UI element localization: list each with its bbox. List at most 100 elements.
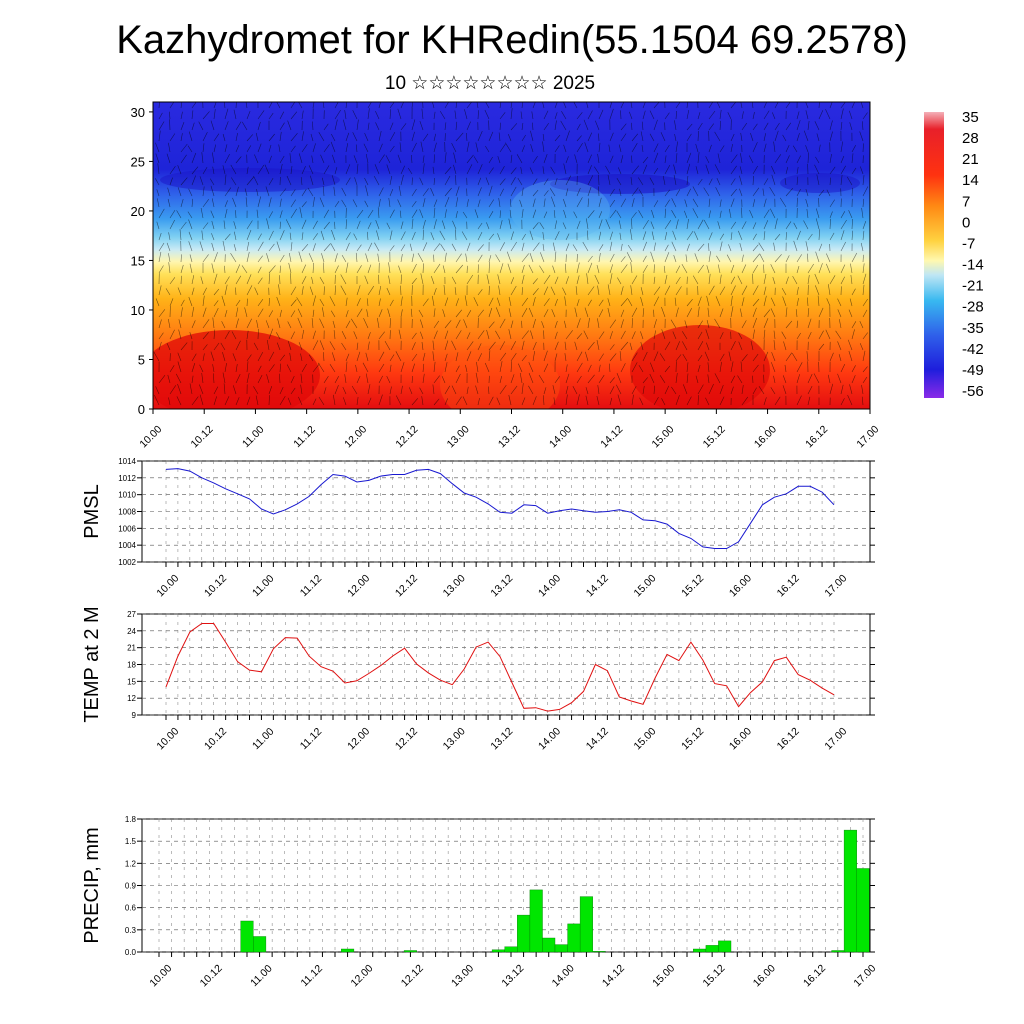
- wind-barb: [791, 352, 798, 362]
- wind-barb: [211, 220, 215, 230]
- wind-barb: [840, 264, 846, 274]
- wind-barb: [730, 264, 735, 274]
- wind-barb: [847, 394, 853, 406]
- wind-barb: [235, 397, 240, 406]
- wind-barb: [728, 244, 732, 252]
- wind-barb: [510, 353, 517, 362]
- wind-barb: [574, 154, 578, 164]
- wind-barb: [763, 295, 767, 307]
- wind-barb: [532, 351, 535, 362]
- wind-barb: [168, 397, 171, 406]
- wind-barb: [565, 276, 569, 285]
- wind-barb: [510, 108, 513, 120]
- wind-barb: [455, 396, 462, 406]
- wind-barb: [516, 154, 523, 164]
- wind-barb: [232, 197, 237, 208]
- wind-barb: [708, 198, 711, 208]
- wind-barb: [279, 155, 285, 164]
- wind-barb: [310, 175, 314, 186]
- wind-barb: [807, 373, 813, 384]
- wind-barb: [180, 342, 188, 351]
- wind-barb: [598, 244, 604, 252]
- wind-barb: [246, 330, 249, 340]
- wind-barb: [686, 188, 691, 197]
- colorbar-label: -7: [962, 235, 975, 252]
- wind-barb: [279, 373, 281, 384]
- wind-barb: [576, 197, 583, 208]
- wind-barb: [805, 110, 809, 120]
- wind-barb: [351, 385, 358, 395]
- wind-barb: [356, 285, 361, 296]
- wind-barb: [565, 385, 569, 395]
- wind-barb: [268, 243, 275, 252]
- wind-barb: [631, 331, 636, 340]
- wind-barb: [433, 177, 435, 186]
- wind-barb: [476, 102, 479, 109]
- wind-barb: [213, 133, 220, 142]
- wind-barb: [796, 362, 803, 373]
- wind-barb: [466, 132, 468, 142]
- wind-barb: [222, 165, 226, 175]
- wind-barb: [730, 361, 734, 373]
- wind-barb: [550, 166, 556, 175]
- wind-barb: [605, 165, 611, 175]
- wind-barb: [241, 265, 248, 274]
- wind-barb: [191, 363, 196, 373]
- wind-barb: [554, 145, 560, 153]
- wind-barb: [862, 143, 864, 153]
- wind-barb: [565, 156, 569, 164]
- wind-barb: [673, 164, 677, 175]
- wind-barb: [682, 341, 688, 351]
- wind-barb: [554, 320, 558, 329]
- wind-barb: [741, 254, 744, 263]
- wind-barb: [587, 186, 592, 197]
- wind-barb: [475, 385, 479, 395]
- wind-barb: [714, 373, 721, 384]
- wind-barb: [433, 219, 437, 230]
- wind-barb: [311, 318, 314, 329]
- wind-barb: [455, 309, 463, 318]
- wind-barb: [750, 340, 754, 351]
- wind-barb: [417, 252, 424, 263]
- y-axis-label: TEMP at 2 M: [81, 606, 103, 722]
- wind-barb: [686, 175, 689, 186]
- wind-barb: [653, 167, 659, 175]
- colorbar-ramp: [924, 112, 944, 398]
- wind-barb: [672, 230, 677, 241]
- wind-barb: [521, 383, 524, 395]
- wind-barb: [532, 396, 537, 406]
- wind-barb: [466, 199, 469, 208]
- wind-barb: [312, 143, 316, 153]
- wind-barb: [594, 274, 600, 285]
- wind-barb: [455, 211, 458, 219]
- wind-barb: [169, 177, 173, 186]
- wind-barb: [642, 308, 645, 318]
- wind-barb: [345, 102, 348, 109]
- wind-barb: [609, 363, 611, 373]
- wind-barb: [781, 287, 787, 296]
- wind-barb: [158, 285, 162, 296]
- wind-barb: [246, 176, 254, 186]
- x-tick-label: 13.12: [488, 725, 515, 752]
- wind-barb: [158, 121, 165, 131]
- x-tick-label: 16.00: [751, 962, 778, 989]
- wind-barb: [542, 141, 545, 153]
- wind-barb: [497, 274, 501, 285]
- wind-barb: [587, 198, 589, 208]
- wind-barb: [598, 133, 600, 142]
- wind-barb: [389, 122, 394, 131]
- wind-barb: [752, 364, 759, 373]
- wind-barb: [763, 209, 770, 219]
- wind-barb: [389, 188, 394, 197]
- wind-barb: [255, 395, 259, 406]
- wind-barb: [245, 102, 248, 109]
- wind-barb: [290, 331, 295, 340]
- wind-barb: [290, 145, 296, 153]
- wind-barb: [651, 231, 655, 241]
- wind-barb: [169, 111, 171, 120]
- wind-barb: [694, 253, 699, 263]
- wind-barb: [572, 244, 578, 252]
- wind-barb: [224, 276, 230, 285]
- wind-barb: [752, 353, 759, 362]
- wind-barb: [616, 384, 622, 395]
